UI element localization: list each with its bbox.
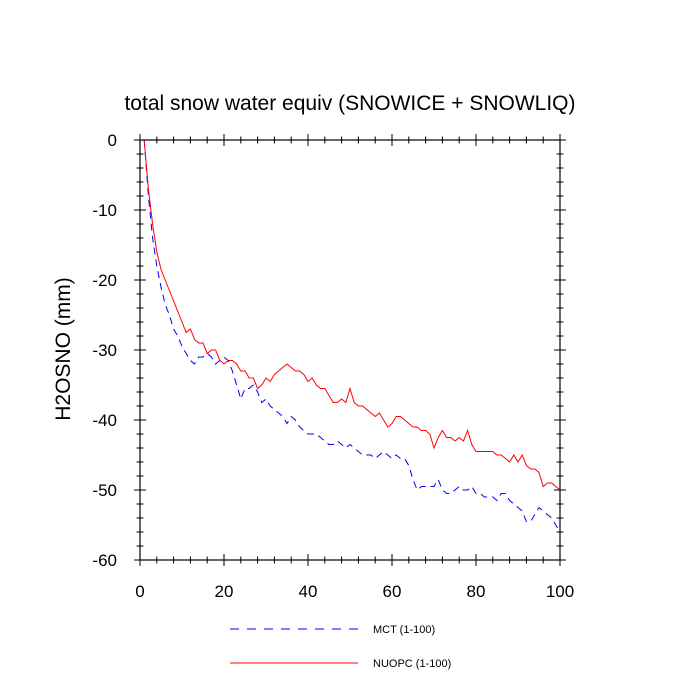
axis-tick-labels: 0 20 40 60 80 100 0 -10 -20 -30 -40 -50 -60 [92, 131, 574, 601]
chart-title: total snow water equiv (SNOWICE + SNOWLI… [124, 92, 575, 115]
legend-label: MCT (1-100) [373, 624, 435, 636]
legend: MCT (1-100) NUOPC (1-100) [230, 624, 451, 670]
series-line-nuopc [143, 139, 561, 491]
series-lines [143, 139, 561, 533]
y-axis-label: H2OSNO (mm) [52, 277, 75, 421]
y-tick-label: -60 [92, 551, 117, 570]
x-tick-label: 80 [467, 582, 486, 601]
y-tick-label: -10 [92, 201, 117, 220]
x-tick-label: 60 [383, 582, 402, 601]
axis-ticks [134, 134, 566, 566]
y-tick-label: 0 [108, 131, 117, 150]
x-tick-label: 100 [546, 582, 574, 601]
y-tick-label: -30 [92, 341, 117, 360]
x-tick-label: 0 [135, 582, 144, 601]
x-tick-label: 20 [215, 582, 234, 601]
plot-frame [139, 139, 561, 561]
y-tick-label: -20 [92, 271, 117, 290]
y-tick-label: -50 [92, 481, 117, 500]
x-tick-label: 40 [299, 582, 318, 601]
legend-label: NUOPC (1-100) [373, 658, 451, 670]
y-tick-label: -40 [92, 411, 117, 430]
series-line-mct [143, 139, 561, 533]
